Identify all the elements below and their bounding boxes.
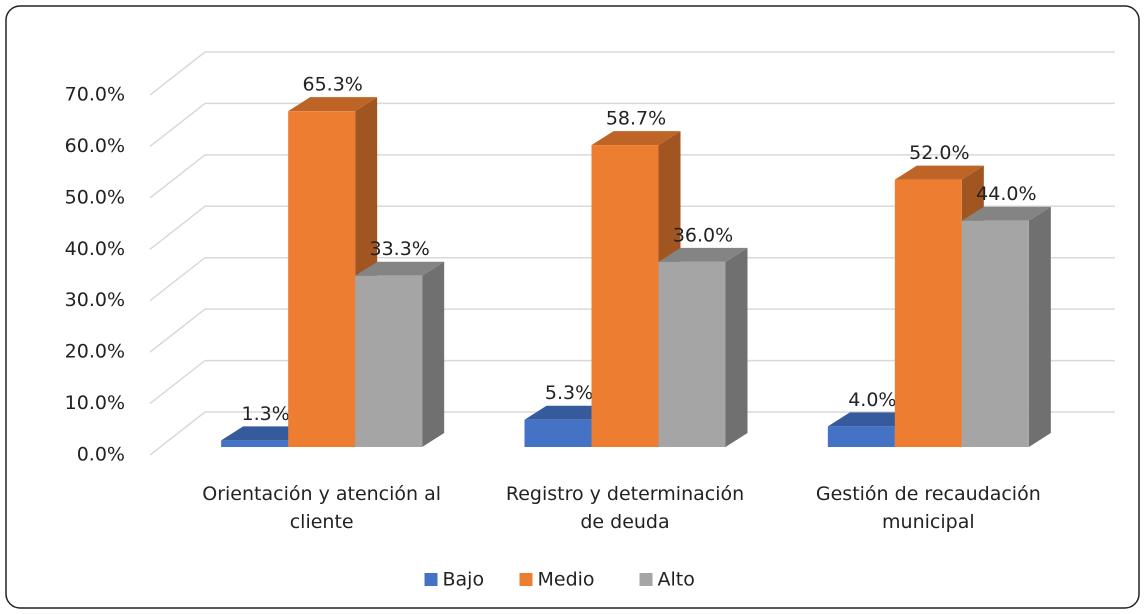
bar [591, 145, 659, 447]
bar [961, 220, 1029, 447]
y-tick-label: 20.0% [65, 341, 125, 363]
value-label: 1.3% [242, 403, 290, 425]
bar-side [1028, 206, 1051, 447]
grid-line [149, 359, 1115, 405]
grid-line [149, 256, 1115, 302]
bar [355, 275, 423, 447]
y-tick-label: 50.0% [65, 186, 125, 208]
x-tick-label: Gestión de recaudación municipal [815, 483, 1041, 533]
bar-top [894, 165, 984, 180]
legend-label: Alto [658, 569, 695, 591]
bar-top [221, 426, 311, 441]
grid-line [149, 102, 1115, 148]
y-tick-label: 70.0% [65, 84, 125, 106]
y-tick-label: 40.0% [65, 238, 125, 260]
bar [288, 111, 356, 448]
grid-line [149, 205, 1115, 250]
value-label: 58.7% [606, 108, 666, 130]
bar-top [827, 412, 917, 427]
x-tick-label: Orientación y atención al cliente [202, 483, 442, 533]
grid-line [149, 51, 1115, 96]
bar [658, 261, 726, 447]
bar-side [422, 261, 445, 447]
bar [221, 440, 289, 447]
bar-side [725, 247, 748, 447]
bar [894, 179, 962, 448]
value-label: 4.0% [848, 389, 896, 411]
bar-top [591, 131, 681, 146]
y-tick-label: 10.0% [65, 392, 125, 414]
bar-top [288, 97, 378, 112]
value-label: 52.0% [909, 142, 969, 164]
value-label: 44.0% [976, 183, 1036, 205]
value-label: 5.3% [545, 382, 593, 404]
bar [524, 419, 592, 447]
grid-line [149, 308, 1115, 353]
grid-line [149, 411, 1115, 456]
y-tick-label: 30.0% [65, 289, 125, 311]
bar-top [524, 405, 614, 420]
y-tick-label: 0.0% [77, 444, 125, 466]
value-label: 65.3% [302, 74, 362, 96]
bar-top [355, 261, 445, 276]
bar [827, 426, 895, 447]
legend-label: Bajo [443, 569, 485, 591]
y-tick-label: 60.0% [65, 135, 125, 157]
legend-swatch [424, 573, 438, 586]
grid-line [149, 154, 1115, 199]
bar-top [961, 206, 1051, 221]
legend-swatch [639, 573, 653, 586]
legend-label: Medio [538, 569, 595, 591]
bar-top [658, 247, 748, 262]
x-tick-label: Registro y determinación de deuda [505, 483, 745, 533]
value-label: 36.0% [673, 224, 733, 246]
legend-swatch [519, 573, 533, 586]
value-label: 33.3% [369, 238, 429, 260]
